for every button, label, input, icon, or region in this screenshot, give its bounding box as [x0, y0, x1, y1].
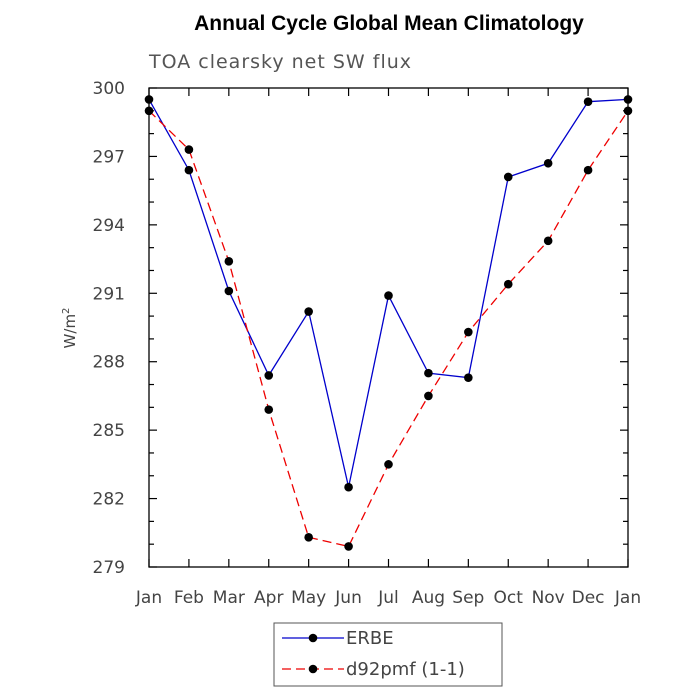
- series-1-point: [583, 97, 593, 106]
- y-tick-label: 294: [93, 216, 125, 236]
- x-tick-label: Sep: [452, 588, 484, 608]
- plot-frame: [148, 87, 629, 568]
- y-axis-label-base: W/m: [61, 314, 79, 349]
- series-2-point: [583, 165, 593, 175]
- x-tick-label: May: [291, 588, 326, 608]
- x-tick-label: Jan: [135, 588, 162, 608]
- series-1-point: [264, 371, 274, 380]
- y-tick-label: 300: [93, 79, 125, 99]
- legend-label-2: d92pmf (1-1): [346, 659, 465, 680]
- y-tick-label: 282: [93, 490, 125, 510]
- series-2-point: [623, 106, 633, 116]
- chart-title: Annual Cycle Global Mean Climatology: [194, 12, 584, 35]
- legend: ERBE d92pmf (1-1): [273, 622, 503, 687]
- series-1-point: [344, 482, 353, 492]
- x-tick-label: Nov: [532, 588, 565, 608]
- x-tick-labels: Jan Feb Mar Apr May Jun Jul Aug Sep Oct Nov Dec Jan: [135, 588, 641, 608]
- series-2-point: [144, 106, 154, 116]
- y-tick-label: 297: [93, 147, 125, 167]
- series-2-point: [184, 145, 194, 154]
- series-1-point: [503, 172, 513, 182]
- y-tick-label: 279: [93, 558, 125, 578]
- y-axis-label-superscript: 2: [61, 308, 72, 314]
- series-layer: [144, 95, 633, 551]
- series-line-2: [148, 110, 629, 548]
- x-tick-label: Apr: [254, 588, 283, 608]
- x-tick-label: Aug: [412, 588, 445, 608]
- series-1-point: [304, 307, 313, 316]
- y-tick-label: 291: [93, 284, 125, 304]
- svg-text:W/m2: W/m2: [61, 308, 79, 349]
- series-2-point: [304, 533, 313, 542]
- series-2-point: [503, 279, 513, 289]
- series-2-point: [543, 236, 553, 246]
- series-2-point: [264, 405, 274, 414]
- x-tick-label: Jul: [377, 588, 399, 608]
- axis-ticks: [148, 87, 629, 568]
- y-axis-label: W/m2: [61, 308, 79, 349]
- series-2-point: [224, 257, 234, 266]
- series-1-point: [543, 158, 553, 168]
- x-tick-label: Dec: [572, 588, 605, 608]
- legend-box: [273, 622, 503, 687]
- series-1-point: [384, 291, 393, 300]
- series-1-point: [184, 165, 194, 175]
- series-2-point: [464, 327, 473, 337]
- chart-subtitle: TOA clearsky net SW flux: [148, 51, 412, 73]
- series-2-point: [344, 542, 353, 551]
- series-1-point: [464, 373, 473, 382]
- series-2-point: [424, 391, 433, 401]
- legend-marker-1: [308, 633, 318, 643]
- series-2-point: [384, 460, 393, 469]
- series-1-point: [144, 95, 154, 104]
- x-tick-label: Jan: [614, 588, 641, 608]
- x-tick-label: Jun: [334, 588, 362, 608]
- x-tick-label: Oct: [494, 588, 524, 608]
- series-1-point: [424, 368, 433, 378]
- y-tick-label: 288: [93, 353, 125, 373]
- x-tick-label: Mar: [213, 588, 245, 608]
- y-tick-label: 285: [93, 421, 125, 441]
- legend-marker-2: [308, 664, 318, 674]
- legend-label-1: ERBE: [346, 628, 394, 649]
- x-tick-label: Feb: [174, 588, 204, 608]
- series-1-point: [623, 95, 633, 104]
- series-1-point: [224, 286, 234, 296]
- y-tick-labels: 279 282 285 288 291 294 297 300: [93, 79, 125, 578]
